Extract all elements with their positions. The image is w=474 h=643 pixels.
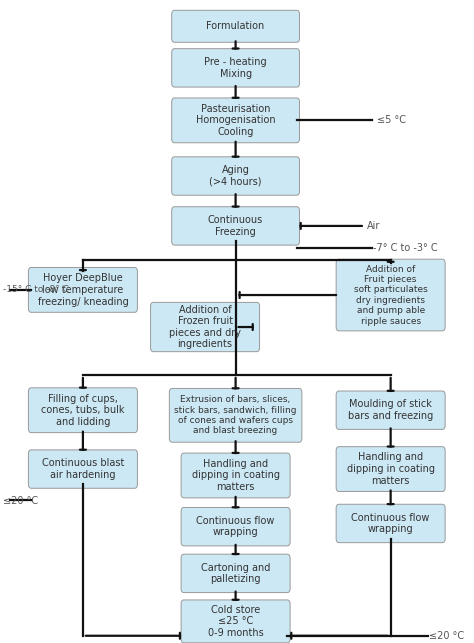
Text: ≤5 °C: ≤5 °C bbox=[376, 115, 406, 125]
Text: Cold store
≤25 °C
0-9 months: Cold store ≤25 °C 0-9 months bbox=[208, 605, 264, 638]
Text: Pasteurisation
Homogenisation
Cooling: Pasteurisation Homogenisation Cooling bbox=[196, 104, 275, 137]
Text: Air: Air bbox=[367, 221, 381, 231]
Text: Continuous
Freezing: Continuous Freezing bbox=[208, 215, 263, 237]
Text: Hoyer DeepBlue
low temperature
freezing/ kneading: Hoyer DeepBlue low temperature freezing/… bbox=[37, 273, 128, 307]
Text: Extrusion of bars, slices,
stick bars, sandwich, filling
of cones and wafers cup: Extrusion of bars, slices, stick bars, s… bbox=[174, 395, 297, 435]
FancyBboxPatch shape bbox=[181, 507, 290, 546]
Text: -7° C to -3° C: -7° C to -3° C bbox=[373, 242, 438, 253]
FancyBboxPatch shape bbox=[151, 302, 260, 352]
Text: Handling and
dipping in coating
matters: Handling and dipping in coating matters bbox=[191, 459, 280, 492]
FancyBboxPatch shape bbox=[172, 207, 300, 245]
FancyBboxPatch shape bbox=[172, 10, 300, 42]
Text: Handling and
dipping in coating
matters: Handling and dipping in coating matters bbox=[346, 453, 435, 485]
Text: Filling of cups,
cones, tubs, bulk
and lidding: Filling of cups, cones, tubs, bulk and l… bbox=[41, 394, 125, 427]
FancyBboxPatch shape bbox=[28, 388, 137, 433]
Text: Pre - heating
Mixing: Pre - heating Mixing bbox=[204, 57, 267, 78]
Text: Aging
(>4 hours): Aging (>4 hours) bbox=[210, 165, 262, 187]
Text: ≤20 °C: ≤20 °C bbox=[429, 631, 465, 641]
Text: ≤20 °C: ≤20 °C bbox=[3, 496, 38, 506]
FancyBboxPatch shape bbox=[181, 554, 290, 593]
Text: Addition of
Frozen fruit
pieces and dry
ingredients: Addition of Frozen fruit pieces and dry … bbox=[169, 305, 241, 349]
FancyBboxPatch shape bbox=[336, 447, 445, 491]
Text: Continuous flow
wrapping: Continuous flow wrapping bbox=[351, 512, 430, 534]
Text: Continuous blast
air hardening: Continuous blast air hardening bbox=[42, 458, 124, 480]
Text: Moulding of stick
bars and freezing: Moulding of stick bars and freezing bbox=[348, 399, 433, 421]
FancyBboxPatch shape bbox=[28, 450, 137, 488]
FancyBboxPatch shape bbox=[181, 600, 290, 643]
FancyBboxPatch shape bbox=[181, 453, 290, 498]
Text: Continuous flow
wrapping: Continuous flow wrapping bbox=[196, 516, 275, 538]
FancyBboxPatch shape bbox=[336, 259, 445, 331]
FancyBboxPatch shape bbox=[336, 504, 445, 543]
Text: Formulation: Formulation bbox=[207, 21, 264, 32]
FancyBboxPatch shape bbox=[28, 267, 137, 312]
FancyBboxPatch shape bbox=[172, 49, 300, 87]
FancyBboxPatch shape bbox=[169, 388, 302, 442]
FancyBboxPatch shape bbox=[336, 391, 445, 430]
Text: Cartoning and
palletizing: Cartoning and palletizing bbox=[201, 563, 270, 584]
Text: -15° C to -8° C: -15° C to -8° C bbox=[3, 285, 69, 294]
FancyBboxPatch shape bbox=[172, 98, 300, 143]
FancyBboxPatch shape bbox=[172, 157, 300, 195]
Text: Addition of
Fruit pieces
soft particulates
dry ingredients
and pump able
ripple : Addition of Fruit pieces soft particulat… bbox=[354, 264, 428, 325]
